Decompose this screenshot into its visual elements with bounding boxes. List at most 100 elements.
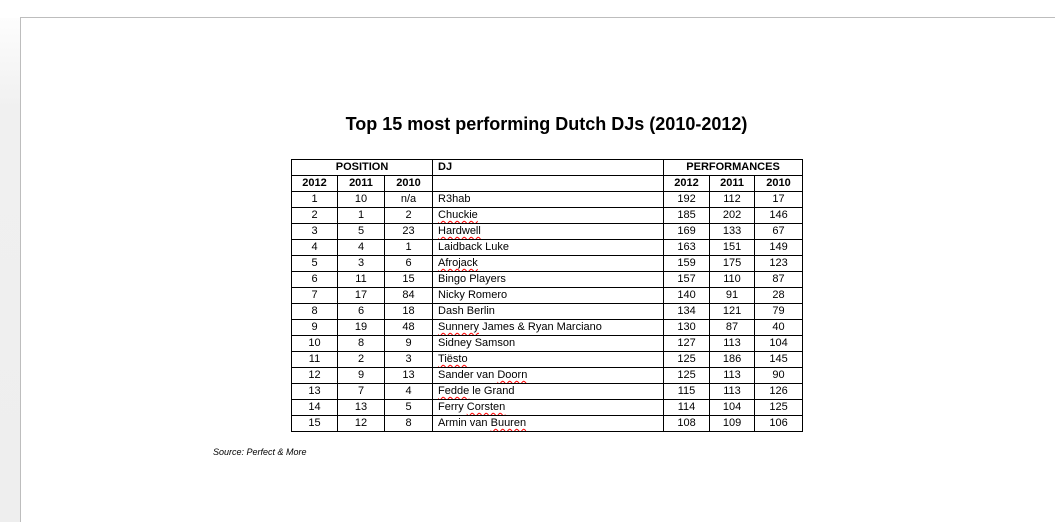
position-2012-cell: 9	[291, 319, 338, 336]
performances-2012-cell: 169	[663, 223, 711, 240]
performances-2010-cell: 125	[754, 399, 804, 416]
performances-2011-cell: 110	[709, 271, 756, 288]
table-row: 13 7 4 Fedde le Grand 115 113 126	[291, 383, 804, 400]
dj-name-cell: Dash Berlin	[432, 303, 665, 320]
table-row: 4 4 1 Laidback Luke 163 151 149	[291, 239, 804, 256]
dj-name-segment-misspelled: Hardwell	[438, 225, 481, 237]
dj-name-segment-misspelled: Doorn	[497, 369, 528, 381]
dj-name-cell: Tiësto	[432, 351, 665, 368]
performances-2010-cell: 90	[754, 367, 804, 384]
dj-name-segment-misspelled: Buuren	[490, 417, 527, 429]
position-2012-cell: 14	[291, 399, 338, 416]
table-row: 5 3 6 Afrojack 159 175 123	[291, 255, 804, 272]
performances-2011-cell: 133	[709, 223, 756, 240]
position-2011-cell: 12	[337, 415, 385, 432]
position-2011-cell: 17	[337, 287, 385, 304]
performances-2012-cell: 130	[663, 319, 711, 336]
performances-2012-cell: 114	[663, 399, 711, 416]
position-2012-cell: 3	[291, 223, 338, 240]
position-2012-cell: 2	[291, 207, 338, 224]
performances-2011-cell: 113	[709, 335, 756, 352]
performances-2012-cell: 125	[663, 351, 711, 368]
header-dj-spacer	[432, 175, 665, 192]
position-2010-cell: 18	[383, 303, 434, 320]
position-2012-cell: 10	[291, 335, 338, 352]
performances-2012-cell: 157	[663, 271, 711, 288]
header-performances-group: PERFORMANCES	[663, 159, 804, 176]
position-2012-cell: 8	[291, 303, 338, 320]
position-2010-cell: 23	[383, 223, 434, 240]
document-title: Top 15 most performing Dutch DJs (2010-2…	[345, 114, 748, 134]
performances-2010-cell: 67	[754, 223, 804, 240]
document-page[interactable]: Top 15 most performing Dutch DJs (2010-2…	[20, 17, 1055, 522]
dj-name-segment: Laidback Luke	[438, 241, 509, 253]
position-2010-cell: n/a	[383, 191, 434, 208]
table-row: 1 10 n/a R3hab 192 112 17	[291, 191, 804, 208]
position-2011-cell: 8	[337, 335, 385, 352]
table-row: 7 17 84 Nicky Romero 140 91 28	[291, 287, 804, 304]
dj-name-cell: R3hab	[432, 191, 665, 208]
performances-2011-cell: 202	[709, 207, 756, 224]
dj-name-cell: Nicky Romero	[432, 287, 665, 304]
header-position-group: POSITION	[290, 159, 434, 176]
header-performances-2010: 2010	[754, 175, 804, 192]
position-2011-cell: 19	[337, 319, 385, 336]
dj-name-segment: Ferry	[438, 401, 467, 413]
dj-name-segment-misspelled: Corsten	[466, 401, 506, 413]
dj-name-segment-misspelled: Sunnery	[438, 321, 480, 333]
position-2010-cell: 84	[383, 287, 434, 304]
dj-name-segment: R3hab	[438, 193, 471, 205]
table-row: 3 5 23 Hardwell 169 133 67	[291, 223, 804, 240]
position-2010-cell: 13	[383, 367, 434, 384]
position-2012-cell: 1	[291, 191, 338, 208]
position-2012-cell: 7	[291, 287, 338, 304]
position-2010-cell: 9	[383, 335, 434, 352]
dj-table-body: 1 10 n/a R3hab 192 112 17 2 1 2 Chuckie 185 202 146 3 5…	[291, 191, 804, 432]
dj-name-cell: Sidney Samson	[432, 335, 665, 352]
table-row: 2 1 2 Chuckie 185 202 146	[291, 207, 804, 224]
performances-2012-cell: 159	[663, 255, 711, 272]
performances-2010-cell: 123	[754, 255, 804, 272]
performances-2012-cell: 134	[663, 303, 711, 320]
position-2010-cell: 1	[383, 239, 434, 256]
position-2010-cell: 5	[383, 399, 434, 416]
position-2012-cell: 5	[291, 255, 338, 272]
table-row: 10 8 9 Sidney Samson 127 113 104	[291, 335, 804, 352]
dj-name-cell: Sander van Doorn	[432, 367, 665, 384]
dj-name-cell: Ferry Corsten	[432, 399, 665, 416]
position-2011-cell: 11	[337, 271, 385, 288]
position-2012-cell: 13	[291, 383, 338, 400]
performances-2012-cell: 115	[663, 383, 711, 400]
performances-2012-cell: 140	[663, 287, 711, 304]
performances-2010-cell: 149	[754, 239, 804, 256]
performances-2012-cell: 185	[663, 207, 711, 224]
performances-2012-cell: 192	[663, 191, 711, 208]
position-2011-cell: 3	[337, 255, 385, 272]
performances-2011-cell: 87	[709, 319, 756, 336]
performances-2010-cell: 28	[754, 287, 804, 304]
dj-name-cell: Bingo Players	[432, 271, 665, 288]
position-2011-cell: 7	[337, 383, 385, 400]
performances-2011-cell: 121	[709, 303, 756, 320]
dj-name-segment: Sidney Samson	[438, 337, 516, 349]
table-header-year-row: 2012 2011 2010 2012 2011 2010	[291, 175, 804, 192]
dj-table: POSITION DJ PERFORMANCES 2012 2011 2010 …	[290, 159, 804, 432]
position-2010-cell: 15	[383, 271, 434, 288]
position-2012-cell: 4	[291, 239, 338, 256]
position-2012-cell: 12	[291, 367, 338, 384]
performances-2010-cell: 40	[754, 319, 804, 336]
editor-canvas-margin	[0, 18, 20, 522]
header-performances-2012: 2012	[663, 175, 711, 192]
position-2010-cell: 4	[383, 383, 434, 400]
performances-2010-cell: 146	[754, 207, 804, 224]
performances-2011-cell: 151	[709, 239, 756, 256]
dj-name-segment: Bingo Players	[438, 273, 506, 285]
position-2011-cell: 2	[337, 351, 385, 368]
table-row: 11 2 3 Tiësto 125 186 145	[291, 351, 804, 368]
position-2010-cell: 8	[383, 415, 434, 432]
performances-2012-cell: 127	[663, 335, 711, 352]
position-2011-cell: 4	[337, 239, 385, 256]
table-row: 6 11 15 Bingo Players 157 110 87	[291, 271, 804, 288]
dj-name-segment: le Grand	[469, 385, 515, 397]
